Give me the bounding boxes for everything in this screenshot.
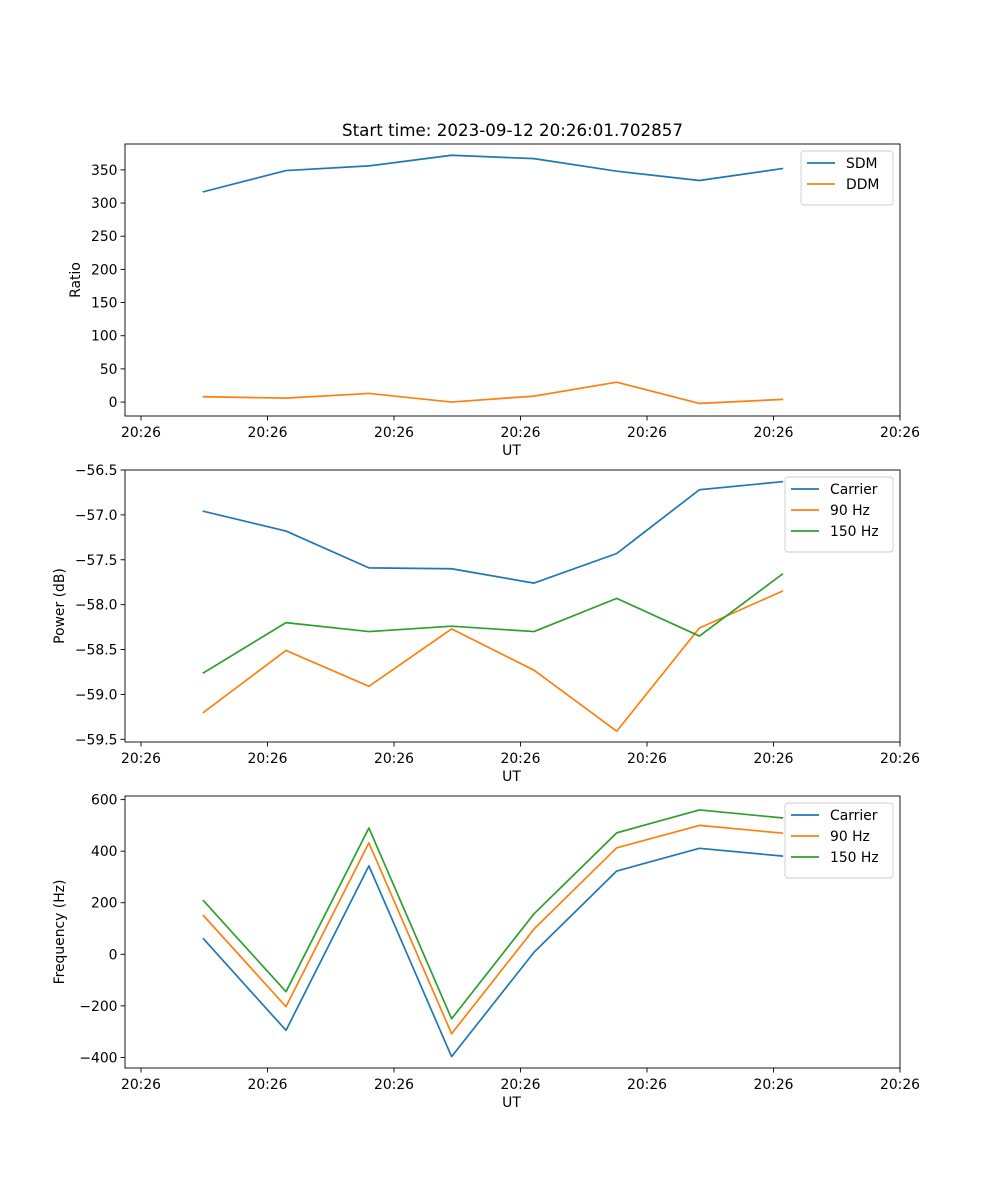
x-tick-label: 20:26 [500, 1077, 540, 1093]
x-tick-label: 20:26 [880, 425, 920, 441]
legend: Carrier 90 Hz 150 Hz [784, 476, 894, 553]
legend: Carrier 90 Hz 150 Hz [784, 802, 894, 879]
legend-label: 150 Hz [830, 524, 879, 540]
series-line-carrier [202, 847, 784, 1058]
x-tick-label: 20:26 [374, 751, 414, 767]
legend-box [784, 476, 894, 553]
y-tick-label: −200 [79, 999, 117, 1015]
x-tick-label: 20:26 [627, 425, 667, 441]
x-tick-label: 20:26 [753, 425, 793, 441]
series-line-90-hz [202, 590, 784, 733]
y-tick-label: −59.0 [75, 687, 118, 703]
legend-box [800, 150, 894, 206]
x-tick-label: 20:26 [121, 751, 161, 767]
y-tick-label: 250 [91, 229, 118, 245]
legend-box [784, 802, 894, 879]
series-line-150-hz [202, 809, 784, 1020]
y-axis-label: Frequency (Hz) [52, 880, 68, 985]
x-tick-label: 20:26 [880, 1077, 920, 1093]
y-tick-label: 200 [91, 262, 118, 278]
legend-label: Carrier [830, 808, 878, 824]
legend-label: 150 Hz [830, 850, 879, 866]
legend-label: 90 Hz [830, 503, 870, 519]
y-axis-label: Ratio [68, 262, 84, 298]
x-axis-label: UT [502, 769, 521, 785]
subplot-3: −400 −200 0 200 400 600 20:26 20:26 20:26 20:26 20… [52, 793, 920, 1111]
x-tick-label: 20:26 [374, 1077, 414, 1093]
x-tick-label: 20:26 [247, 425, 287, 441]
legend-label: Carrier [830, 482, 878, 498]
x-tick-label: 20:26 [500, 751, 540, 767]
x-axis-label: UT [502, 1095, 521, 1111]
y-tick-label: 100 [91, 329, 118, 345]
y-tick-label: −400 [79, 1050, 117, 1066]
y-tick-label: 200 [91, 896, 118, 912]
x-axis-label: UT [502, 443, 521, 459]
y-tick-label: −58.0 [75, 598, 118, 614]
x-tick-label: 20:26 [500, 425, 540, 441]
y-tick-label: 150 [91, 296, 118, 312]
y-tick-label: 0 [109, 395, 118, 411]
y-tick-label: −59.5 [75, 732, 118, 748]
y-tick-label: −57.0 [75, 508, 118, 524]
legend-label: DDM [846, 177, 879, 193]
subplot-2: −59.5 −59.0 −58.5 −58.0 −57.5 −57.0 −56.5 20:26… [52, 463, 920, 785]
series-line-90-hz [202, 824, 784, 1035]
x-tick-label: 20:26 [247, 751, 287, 767]
y-tick-label: 400 [91, 844, 118, 860]
x-tick-label: 20:26 [374, 425, 414, 441]
series-line-150-hz [202, 572, 784, 675]
x-tick-label: 20:26 [880, 751, 920, 767]
series-line-carrier [202, 480, 784, 584]
legend: SDM DDM [800, 150, 894, 206]
y-axis-label: Power (dB) [52, 568, 68, 644]
y-tick-label: 0 [109, 947, 118, 963]
legend-label: SDM [846, 156, 878, 172]
y-tick-label: 350 [91, 163, 118, 179]
x-tick-label: 20:26 [121, 1077, 161, 1093]
x-tick-label: 20:26 [247, 1077, 287, 1093]
y-tick-label: 50 [100, 362, 118, 378]
axes-frame [124, 795, 901, 1069]
y-tick-label: −58.5 [75, 643, 118, 659]
legend-label: 90 Hz [830, 829, 870, 845]
y-tick-label: −57.5 [75, 553, 118, 569]
x-tick-label: 20:26 [753, 751, 793, 767]
x-tick-label: 20:26 [627, 751, 667, 767]
x-tick-label: 20:26 [753, 1077, 793, 1093]
y-tick-label: −56.5 [75, 463, 118, 479]
axes-frame [124, 469, 901, 743]
series-line-sdm [202, 154, 784, 193]
series-line-ddm [202, 381, 784, 405]
x-tick-label: 20:26 [627, 1077, 667, 1093]
y-tick-label: 300 [91, 196, 118, 212]
chart-title: Start time: 2023-09-12 20:26:01.702857 [342, 120, 683, 140]
y-tick-label: 600 [91, 793, 118, 809]
x-tick-label: 20:26 [121, 425, 161, 441]
subplot-1: Start time: 2023-09-12 20:26:01.702857 0 5… [68, 120, 920, 459]
axes-frame [124, 143, 901, 417]
